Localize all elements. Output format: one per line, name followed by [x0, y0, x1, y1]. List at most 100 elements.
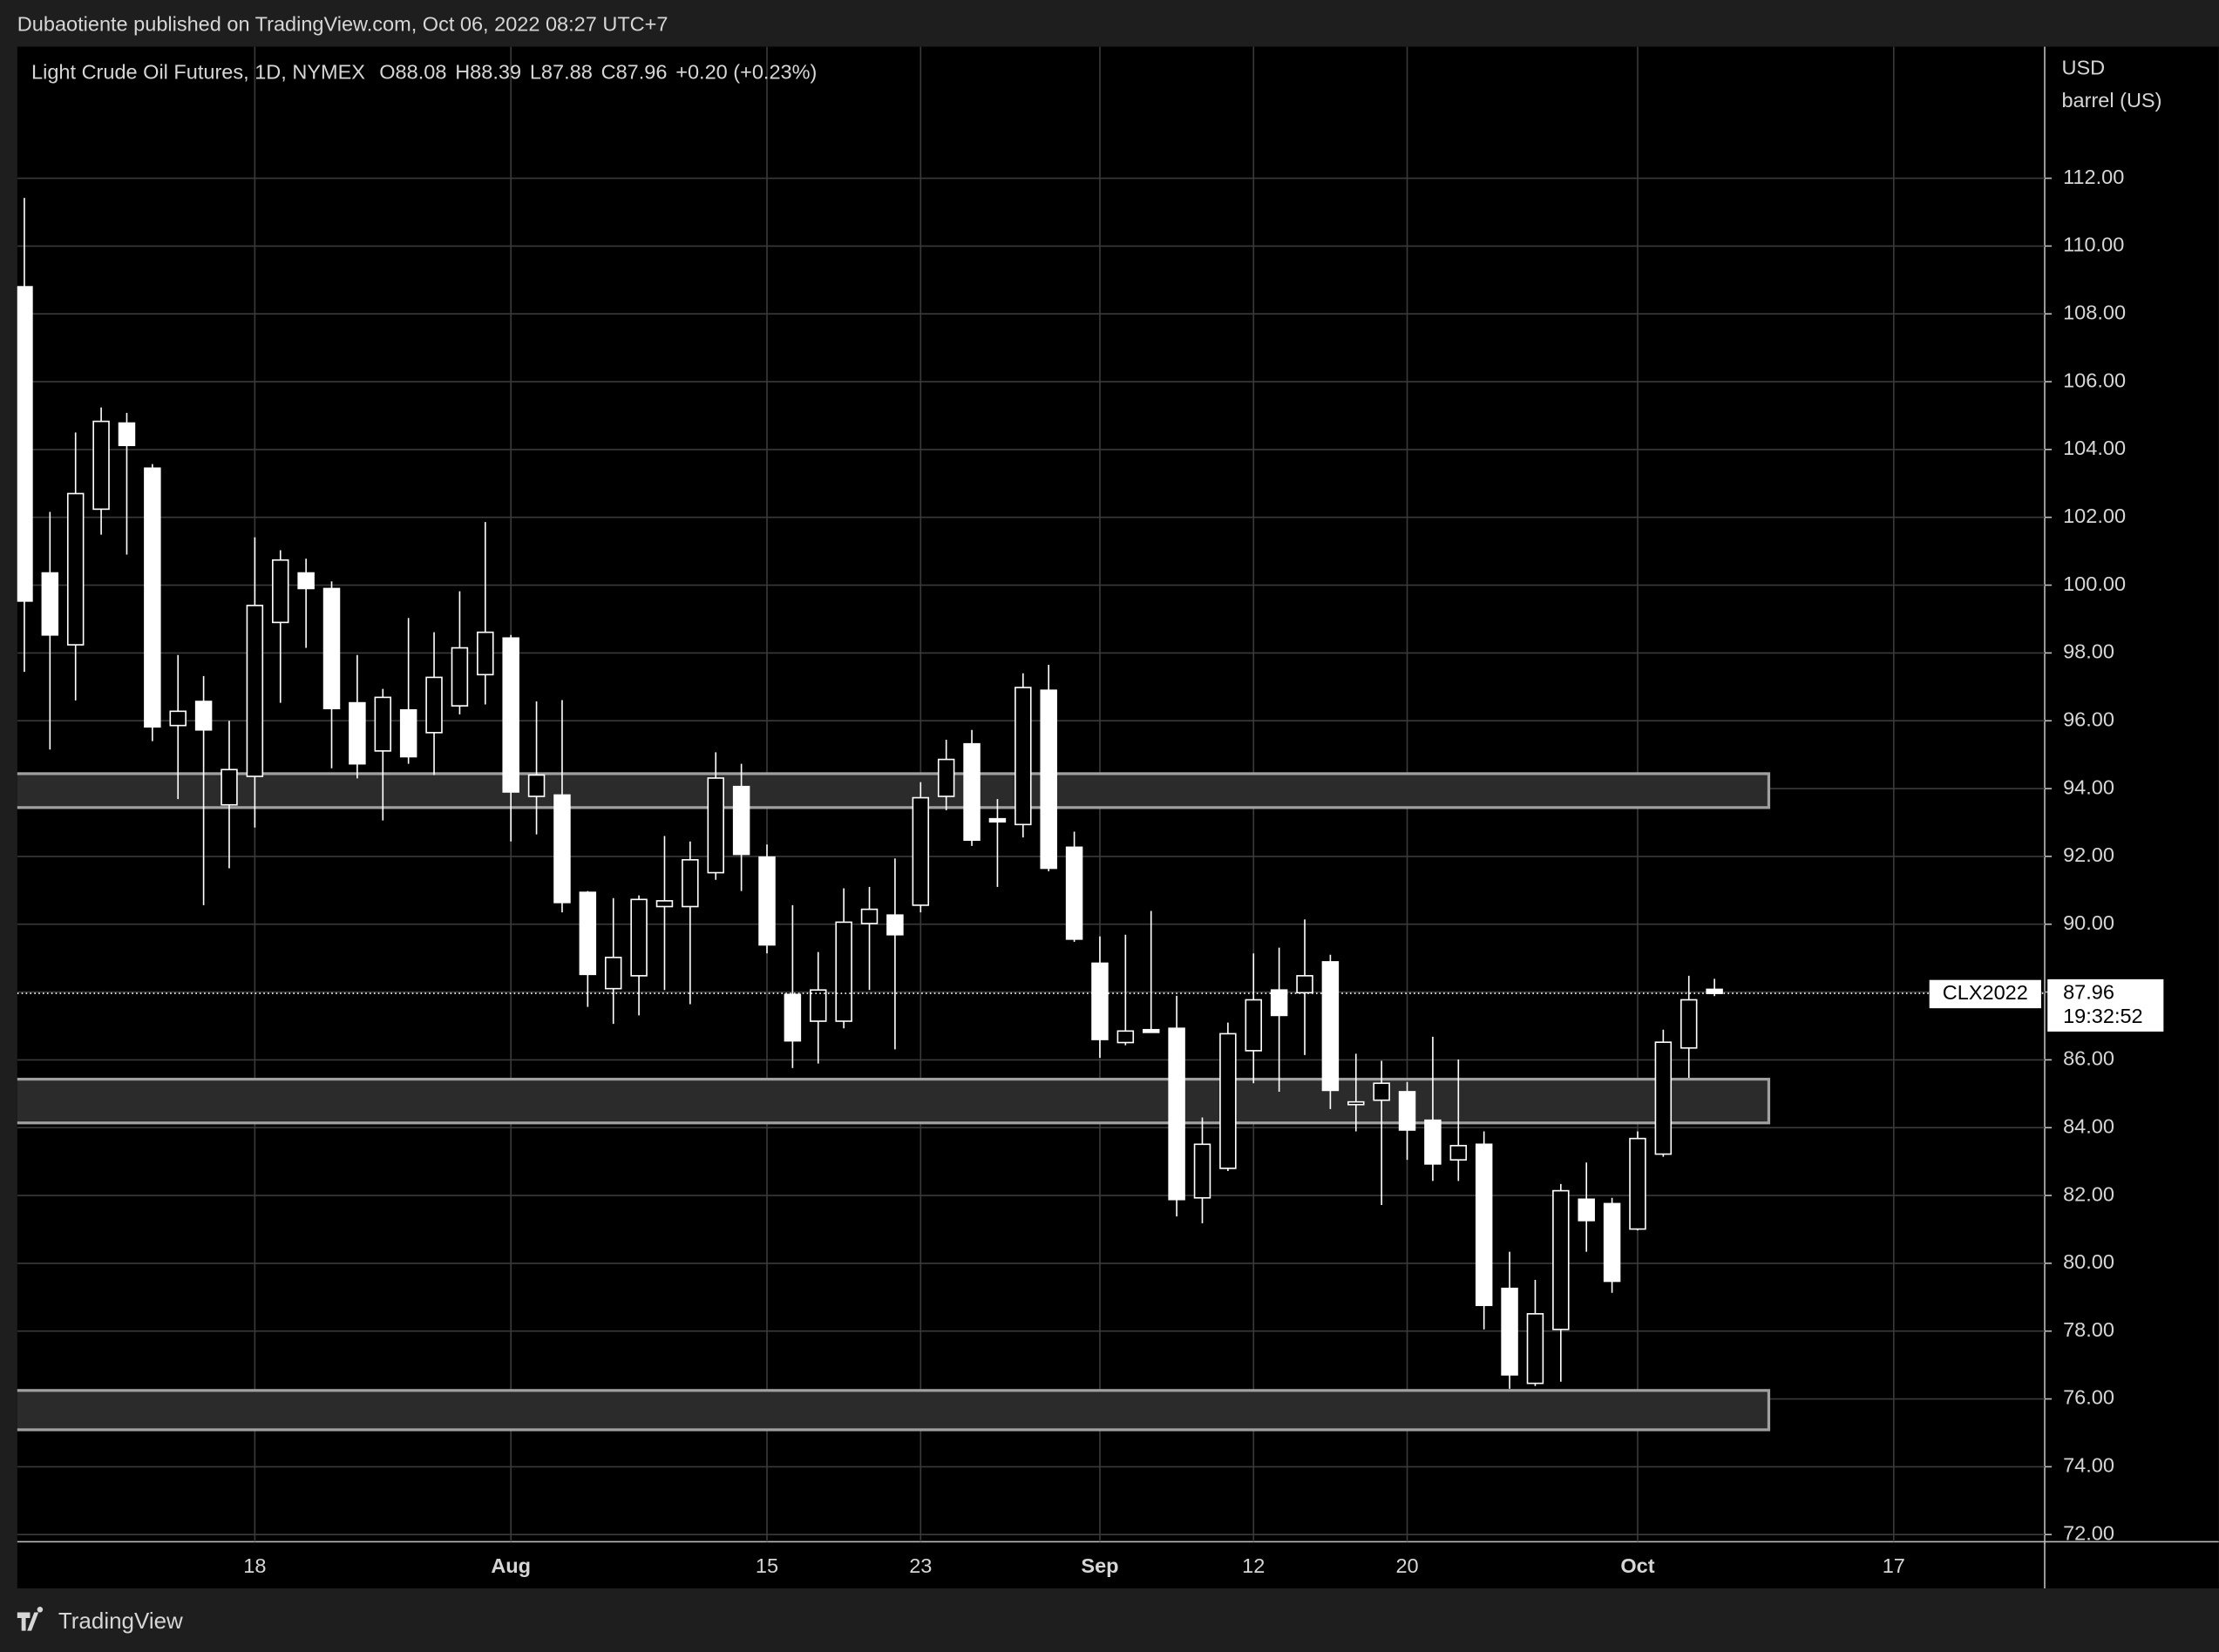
candle-body-up — [810, 989, 827, 1022]
support-resistance-zone — [17, 1389, 1771, 1432]
candle-body-up — [374, 696, 392, 752]
candle-body-down — [1065, 846, 1083, 940]
candle-body-down — [579, 891, 597, 976]
y-tick-label: 92.00 — [2063, 843, 2114, 866]
candle-body-down — [963, 742, 981, 842]
candle-body-up — [655, 900, 674, 908]
candle-body-up — [630, 898, 648, 977]
candle-body-down — [1270, 989, 1288, 1017]
candle-body-down — [732, 785, 750, 856]
unit-label: USD — [2061, 57, 2105, 79]
candle-body-up — [860, 908, 879, 924]
candle-body-up — [1654, 1041, 1673, 1155]
y-tick-label: 78.00 — [2063, 1318, 2114, 1341]
candle-body-up — [912, 796, 930, 906]
candle-body-up — [937, 758, 955, 797]
candle-body-up — [527, 774, 546, 797]
ohlc-value: 88.08 — [396, 61, 447, 84]
candle-body-down — [502, 637, 519, 793]
last-price-label: 87.96 — [2063, 980, 2114, 1003]
y-tick-label: 106.00 — [2063, 369, 2126, 391]
legend: Light Crude Oil Futures, 1D, NYMEX O88.0… — [31, 61, 817, 84]
candle-body-down — [784, 993, 802, 1042]
candle-body-up — [1552, 1189, 1570, 1330]
candle-body-up — [169, 710, 187, 727]
candle-body-down — [553, 794, 571, 904]
candle-body-up — [246, 605, 264, 777]
candle-body-up — [707, 777, 724, 874]
ohlc-value: 87.88 — [541, 61, 593, 84]
x-tick-label: Aug — [491, 1554, 531, 1577]
x-tick-label: Oct — [1620, 1554, 1654, 1577]
chart-area — [17, 46, 2219, 1588]
y-tick-label: 86.00 — [2063, 1047, 2114, 1070]
change-label: +0.20 (+0.23%) — [675, 61, 817, 84]
candle-body-down — [1398, 1091, 1416, 1131]
x-tick-label: 20 — [1395, 1554, 1418, 1577]
zones — [17, 772, 1771, 1432]
candle-body-down — [297, 572, 315, 590]
y-tick-label: 76.00 — [2063, 1386, 2114, 1409]
y-tick-label: 96.00 — [2063, 708, 2114, 730]
y-tick-label: 102.00 — [2063, 504, 2126, 527]
publisher-line: Dubaotiente published on TradingView.com… — [17, 12, 668, 35]
candle-body-down — [1424, 1119, 1442, 1165]
y-tick-label: 82.00 — [2063, 1182, 2114, 1205]
candle-body-down — [194, 701, 213, 731]
y-tick-label: 110.00 — [2063, 234, 2124, 256]
y-tick-label: 90.00 — [2063, 911, 2114, 934]
candle-body-up — [1014, 687, 1032, 826]
y-tick-label: 72.00 — [2063, 1521, 2114, 1544]
y-tick-label: 104.00 — [2063, 437, 2126, 459]
ohlc-value: 87.96 — [616, 61, 668, 84]
symbol-title: Light Crude Oil Futures, 1D, NYMEX — [31, 61, 365, 84]
support-resistance-zone — [17, 1077, 1771, 1125]
candle-body-up — [835, 921, 852, 1022]
footer-brand: TradingView — [58, 1608, 183, 1634]
candle-body-up — [1449, 1145, 1468, 1161]
y-tick-label: 100.00 — [2063, 572, 2126, 595]
x-tick-label: 17 — [1883, 1554, 1905, 1577]
axes: 72.00 74.00 76.00 78.00 80.00 82.00 84.00 86.00… — [243, 166, 2164, 1577]
candle-body-up — [1680, 999, 1698, 1049]
ohlc-prefix: L — [530, 61, 541, 84]
countdown-label: 19:32:52 — [2063, 1005, 2143, 1027]
candle-body-down — [1501, 1287, 1518, 1376]
candle-body-down — [1091, 962, 1109, 1040]
candle-body-up — [92, 420, 110, 511]
candle-body-up — [1629, 1137, 1646, 1230]
candle-body-down — [1603, 1202, 1621, 1283]
candle-body-up — [425, 676, 443, 734]
y-tick-label: 112.00 — [2063, 166, 2124, 188]
candle-body-down — [322, 587, 341, 710]
candle-body-down — [1706, 988, 1723, 994]
y-tick-label: 98.00 — [2063, 640, 2114, 663]
candle-body-up — [604, 957, 622, 990]
footer-logo — [17, 1607, 44, 1631]
ohlc-prefix: H — [455, 61, 470, 84]
candle-body-up — [66, 492, 85, 646]
candle-body-down — [1168, 1027, 1185, 1201]
candle-body-down — [118, 422, 136, 447]
ohlc-value: 88.39 — [470, 61, 521, 84]
candle-body-up — [1116, 1030, 1135, 1044]
x-tick-label: 18 — [243, 1554, 266, 1577]
support-resistance-zone — [17, 772, 1771, 809]
candle-body-down — [1142, 1028, 1160, 1033]
candle-body-up — [1373, 1082, 1390, 1101]
ohlc-prefix: C — [601, 61, 616, 84]
candle-body-up — [221, 768, 238, 806]
candle-body-down — [886, 914, 904, 936]
candle-body-up — [682, 858, 699, 908]
y-tick-label: 108.00 — [2063, 301, 2126, 323]
ohlc-prefix: O — [379, 61, 395, 84]
unit-label: barrel (US) — [2061, 89, 2161, 112]
y-tick-label: 84.00 — [2063, 1114, 2114, 1137]
candle-body-down — [988, 817, 1007, 823]
candle-body-up — [1245, 999, 1262, 1052]
symbol-tag: CLX2022 — [1943, 981, 2028, 1004]
y-tick-label: 74.00 — [2063, 1454, 2114, 1477]
candle-body-up — [1347, 1100, 1365, 1106]
